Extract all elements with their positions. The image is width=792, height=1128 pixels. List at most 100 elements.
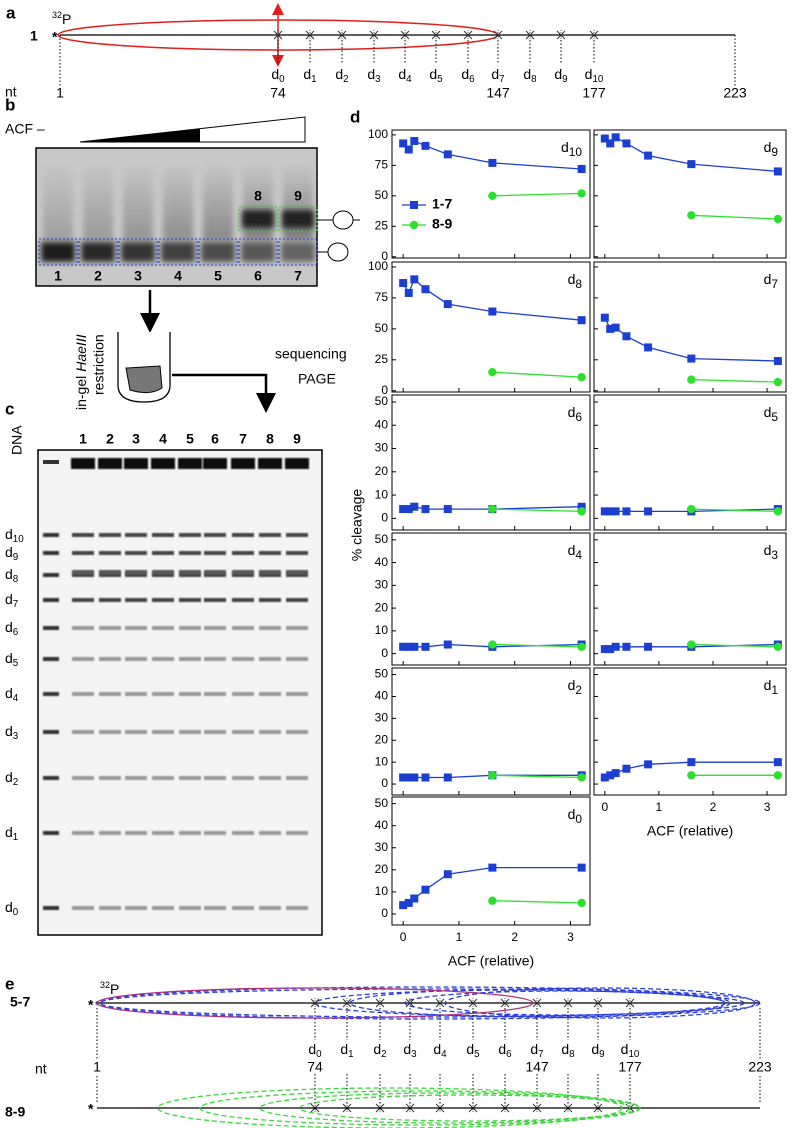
gel-band	[232, 570, 254, 574]
marker-band	[43, 692, 59, 696]
gel-band	[204, 598, 226, 602]
data-point	[488, 367, 497, 377]
gel-band	[99, 533, 121, 537]
dyad-base: d	[433, 1041, 441, 1057]
dyad-sub: 3	[411, 1049, 417, 1060]
dyad-base: d	[5, 824, 13, 840]
dyad-label: d3	[403, 1041, 417, 1060]
data-point	[644, 507, 653, 516]
lane-label: 4	[174, 268, 182, 284]
dyad-sub: 9	[562, 74, 567, 85]
nt-position: 74	[307, 1059, 323, 1075]
gel-band	[124, 458, 148, 469]
plot-frame	[593, 394, 787, 531]
gel-band	[121, 242, 155, 262]
data-point	[404, 642, 413, 651]
data-point	[611, 133, 620, 142]
dyad-sub: 0	[575, 812, 582, 826]
data-point	[606, 507, 615, 516]
dyad-label: d5	[466, 1041, 480, 1060]
dyad-sub: 9	[771, 145, 778, 159]
dyad-label: d7	[5, 591, 18, 610]
data-point	[611, 642, 620, 651]
data-point	[421, 885, 430, 894]
dyad-base: d	[621, 1041, 629, 1057]
gel-band	[99, 626, 121, 630]
dyad-label: d5	[5, 650, 19, 669]
dyad-sub: 8	[569, 1049, 575, 1060]
gel-band	[204, 906, 226, 910]
data-point	[687, 354, 696, 363]
gel-smear	[203, 160, 233, 240]
dyad-base: d	[498, 1041, 506, 1057]
gel-slice	[125, 365, 163, 394]
dyad-label: d2	[335, 66, 348, 85]
gel-band	[179, 551, 201, 555]
nt-position: 177	[618, 1059, 642, 1075]
gel-band	[259, 906, 281, 910]
dyad-sub: 5	[13, 658, 19, 669]
workflow-step: PAGE	[298, 371, 336, 387]
lane-label: 7	[239, 431, 247, 447]
gel-band	[125, 831, 147, 835]
gel-band	[179, 626, 201, 630]
gel-band	[232, 692, 254, 696]
dyad-sub: 4	[441, 1049, 447, 1060]
gel-band	[72, 657, 94, 661]
dyad-label: d3	[764, 542, 779, 563]
gel-band	[259, 657, 281, 661]
gel-band	[43, 460, 59, 464]
gel-band	[286, 776, 308, 780]
data-point	[488, 896, 497, 905]
fit-line	[492, 192, 582, 197]
nt-position: 147	[486, 85, 510, 101]
plot-frame	[593, 261, 787, 393]
data-point	[410, 502, 419, 511]
band-box	[278, 206, 318, 232]
y-tick-label: 20	[375, 464, 389, 478]
dyad-label: d7	[491, 66, 504, 85]
acf-label: ACF –	[5, 121, 45, 137]
gel-band	[179, 692, 201, 696]
y-tick-label: 30	[375, 578, 389, 592]
data-point	[600, 313, 609, 322]
data-point	[399, 773, 408, 782]
dyad-base: d	[764, 139, 772, 155]
nucleosome-icon	[332, 210, 354, 230]
lane-label: 6	[254, 268, 262, 284]
y-tick-label: 75	[375, 290, 389, 304]
gel-band	[125, 730, 147, 734]
gel-band	[204, 551, 226, 555]
workflow-step: in-gel HaeIII	[73, 334, 89, 410]
data-point	[399, 901, 408, 910]
x-tick-label: 2	[511, 930, 518, 944]
fit-line	[691, 214, 778, 220]
nt-position: 1	[56, 85, 64, 101]
gel-band	[72, 906, 94, 910]
dyad-sub: 7	[499, 74, 504, 85]
dyad-sub: 7	[13, 599, 18, 610]
dyad-label: d0	[5, 899, 19, 918]
lane-label: 2	[94, 268, 102, 284]
dyad-label: d2	[568, 677, 583, 698]
gel-band	[286, 626, 308, 630]
gel-band	[231, 458, 255, 469]
dyad-base: d	[491, 66, 499, 82]
dyad-label: d0	[308, 1041, 322, 1060]
gel-band	[286, 657, 308, 661]
dyad-label: d10	[585, 66, 604, 85]
gel-band	[152, 692, 174, 696]
isotope-label: 32P	[52, 10, 71, 26]
gel-band	[125, 533, 147, 537]
dyad-label: d3	[5, 723, 19, 742]
data-point	[410, 773, 419, 782]
gel-band	[99, 570, 121, 574]
gel-band	[72, 831, 94, 835]
gel-band	[232, 598, 254, 602]
dyad-sub: 4	[406, 74, 412, 85]
gel-band	[204, 626, 226, 630]
data-point	[622, 642, 631, 651]
dyad-label: d4	[398, 66, 412, 85]
lane-label: 8	[266, 431, 274, 447]
lane-label: 1	[79, 431, 87, 447]
